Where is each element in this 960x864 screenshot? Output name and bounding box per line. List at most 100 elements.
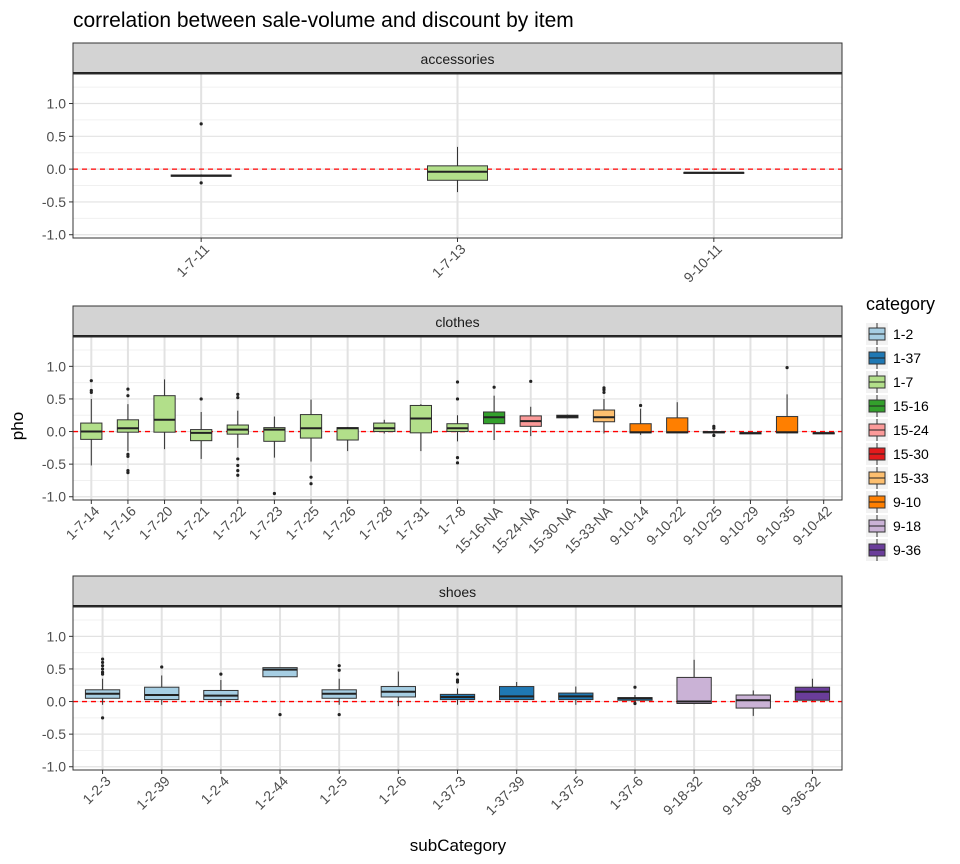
x-tick-label: 1-7-26 <box>319 503 359 543</box>
box-outlier <box>89 379 93 383</box>
legend-item: 15-16 <box>866 395 929 417</box>
box-outlier <box>236 463 240 468</box>
box-1-7-8 <box>446 380 469 465</box>
box-1-7-21 <box>190 397 213 459</box>
facet-strip <box>72 575 843 608</box>
box-outlier <box>236 392 240 396</box>
y-tick-label: -1.0 <box>42 759 66 775</box>
y-tick-label: 0.5 <box>47 391 67 407</box>
legend-item: 15-33 <box>866 467 929 489</box>
box-1-7-28 <box>373 419 396 434</box>
box-body <box>336 427 359 441</box>
box-body <box>153 395 176 433</box>
box-1-2-4 <box>203 672 239 707</box>
legend-title: category <box>866 294 935 314</box>
box-1-2-39 <box>144 665 180 705</box>
y-tick-label: 0.0 <box>47 694 67 710</box>
box-outlier <box>633 701 637 706</box>
y-tick-label: 0.5 <box>47 128 67 144</box>
box-outlier <box>492 385 496 389</box>
box-1-37-3 <box>439 672 476 705</box>
x-tick-label: 1-7-22 <box>209 503 249 543</box>
x-tick-label: 9-10-42 <box>789 503 835 549</box>
box-outlier <box>638 403 643 408</box>
box-15-30-NA <box>556 414 579 419</box>
box-body <box>262 667 298 678</box>
x-tick-label: 9-10-35 <box>753 503 799 549</box>
box-1-7-23 <box>263 416 286 496</box>
x-tick-label: 1-7-25 <box>282 503 322 543</box>
y-tick-label: 0.0 <box>47 161 67 177</box>
box-outlier <box>100 672 105 676</box>
x-tick-label: 1-7-28 <box>355 503 395 543</box>
box-1-37-39 <box>498 681 535 701</box>
box-outlier <box>785 366 789 370</box>
x-tick-label: 1-2-4 <box>198 773 233 808</box>
box-outlier <box>712 433 716 438</box>
y-axis-label: pho <box>8 412 27 440</box>
x-tick-label: 1-2-3 <box>79 773 114 808</box>
legend-item: 15-24 <box>866 419 929 441</box>
legend-item-label: 1-2 <box>893 326 913 342</box>
box-body <box>666 417 689 434</box>
box-outlier <box>126 394 130 398</box>
legend-item-label: 1-7 <box>893 374 913 390</box>
x-tick-label: 9-10-25 <box>680 503 726 549</box>
box-1-7-11 <box>170 122 232 185</box>
box-outlier <box>602 390 606 395</box>
box-outlier <box>712 426 716 430</box>
box-1-37-5 <box>558 686 594 705</box>
legend-item: 1-37 <box>866 347 921 369</box>
box-outlier <box>272 491 277 496</box>
box-1-2-3 <box>84 657 121 720</box>
legend-item: 9-36 <box>866 539 921 561</box>
x-tick-label: 1-37-39 <box>482 773 528 819</box>
box-outlier <box>455 397 460 401</box>
legend-item-label: 9-18 <box>893 518 921 534</box>
box-9-36-32 <box>794 678 831 701</box>
box-9-10-35 <box>775 366 799 434</box>
facet-strip-label: accessories <box>421 51 495 67</box>
box-9-10-42 <box>812 432 835 435</box>
legend-item: 9-10 <box>866 491 921 513</box>
x-tick-label: 9-18-32 <box>660 773 706 819</box>
box-outlier <box>455 456 460 460</box>
x-tick-label: 1-2-44 <box>251 773 291 813</box>
legend-item-label: 9-10 <box>893 494 921 510</box>
box-outlier <box>236 469 240 473</box>
box-body <box>263 427 286 442</box>
box-body <box>775 416 799 434</box>
box-1-2-44 <box>262 667 298 717</box>
box-9-10-25 <box>702 424 725 438</box>
box-9-10-29 <box>739 432 762 435</box>
facet-strip-label: shoes <box>439 584 476 600</box>
box-1-2-6 <box>380 671 417 707</box>
legend-item-label: 15-30 <box>893 446 929 462</box>
legend-item: 9-18 <box>866 515 921 537</box>
box-outlier <box>199 122 203 126</box>
facet-strip <box>72 305 843 338</box>
facet-shoes: shoes -1.0 -0.5 0.0 0.5 1.0 1-2-3 1-2-39 1-2-4 1-… <box>42 575 843 819</box>
legend-item-label: 15-33 <box>893 470 929 486</box>
box-outlier <box>337 668 341 672</box>
box-1-7-22 <box>226 392 249 477</box>
y-tick-label: 1.0 <box>47 96 67 112</box>
y-tick-label: 0.0 <box>47 424 67 440</box>
x-tick-label: 1-7-23 <box>246 503 286 543</box>
box-body <box>676 676 712 704</box>
y-tick-label: -0.5 <box>42 726 66 742</box>
box-outlier <box>126 454 130 458</box>
box-outlier <box>89 390 93 395</box>
box-15-24-NA <box>519 379 542 437</box>
box-outlier <box>455 680 460 684</box>
box-9-10-22 <box>666 402 689 434</box>
x-tick-label: 1-7-11 <box>173 241 212 280</box>
box-outlier <box>529 379 533 383</box>
box-outlier <box>236 457 240 461</box>
box-9-10-14 <box>629 403 652 435</box>
box-body <box>735 694 771 709</box>
facet-strip-label: clothes <box>435 314 479 330</box>
box-1-7-16 <box>116 387 140 475</box>
box-outlier <box>199 181 203 185</box>
box-1-7-20 <box>153 379 176 450</box>
